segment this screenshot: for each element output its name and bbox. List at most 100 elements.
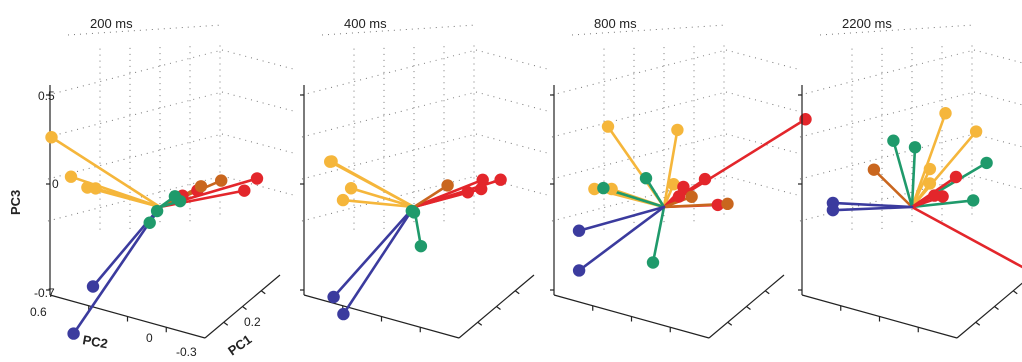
vector-endpoint-red <box>677 180 690 194</box>
vector-line-red <box>910 205 1022 269</box>
pc2-tick-label: 0.6 <box>30 305 47 319</box>
vector-endpoint-yellow <box>923 177 937 190</box>
tick-mark <box>223 321 229 326</box>
vector-endpoint-red <box>494 173 507 186</box>
vector-endpoint-green <box>639 172 653 185</box>
pc1-tick-label: -0.3 <box>176 345 197 359</box>
grid-line <box>725 91 802 113</box>
pc3-tick-label: -0.7 <box>34 286 55 300</box>
pc3-tick-label: 0.5 <box>38 89 55 103</box>
vector-line-red <box>158 189 246 209</box>
grid-line <box>47 49 223 96</box>
grid-line <box>973 133 1022 148</box>
vector-endpoint-green <box>967 194 980 207</box>
vector-endpoint-blue <box>327 290 340 304</box>
vector-line-red <box>412 191 470 209</box>
vector-endpoint-green <box>980 156 993 170</box>
tick-mark <box>260 290 266 295</box>
vector-endpoint-blue <box>67 327 80 340</box>
vector-endpoint-orange <box>867 163 881 176</box>
panel-title: 2200 ms <box>842 16 892 31</box>
axis-label-pc2: PC2 <box>81 332 109 351</box>
vector-line-yellow <box>328 160 416 209</box>
vector-endpoint-red <box>475 182 488 196</box>
grid-line <box>973 175 1022 190</box>
vector-line-blue <box>72 205 162 335</box>
tick-mark <box>1012 290 1018 295</box>
vector-endpoint-red <box>476 173 489 187</box>
vector-endpoint-orange <box>685 190 698 203</box>
vector-endpoint-red <box>799 113 812 126</box>
vector-endpoint-blue <box>86 280 100 293</box>
vector-line-yellow <box>94 187 162 209</box>
vector-line-blue <box>332 205 416 299</box>
vector-line-blue <box>342 205 416 316</box>
vector-endpoint-red <box>711 198 724 212</box>
vector-line-green <box>910 146 917 209</box>
grid-line <box>475 91 552 113</box>
grid-line <box>973 49 1022 64</box>
vector-endpoint-yellow <box>324 155 337 168</box>
vector-endpoint-yellow <box>89 182 102 195</box>
vector-line-blue <box>577 205 666 272</box>
tick-mark <box>242 306 247 310</box>
grid-line <box>221 91 298 113</box>
vector-line-orange <box>872 168 914 209</box>
tick-mark <box>514 290 520 295</box>
vector-endpoint-blue <box>337 307 350 321</box>
panel-3: 800 ms <box>550 16 812 339</box>
vector-line-yellow <box>341 198 416 209</box>
grid-line <box>221 49 298 71</box>
tick-mark <box>746 306 751 310</box>
vector-endpoint-green <box>597 181 610 195</box>
vector-endpoint-green <box>173 194 187 208</box>
vector-endpoint-red <box>250 172 264 185</box>
vector-endpoint-yellow <box>588 182 601 196</box>
vector-line-yellow <box>50 135 162 209</box>
vector-line-green <box>910 199 975 209</box>
vector-endpoint-green <box>407 206 421 219</box>
vector-endpoint-blue <box>572 264 586 277</box>
vector-endpoint-yellow <box>667 178 680 191</box>
axis-label-pc3: PC3 <box>8 190 23 215</box>
vector-endpoint-yellow <box>923 162 937 176</box>
tick-mark <box>975 321 981 326</box>
axis-label-pc1: PC1 <box>225 332 254 359</box>
tick-mark <box>477 321 483 326</box>
vector-line-yellow <box>910 167 932 209</box>
grid-line <box>551 91 727 138</box>
panel-2: 400 ms <box>300 16 552 339</box>
grid-line <box>551 49 727 96</box>
vector-line-green <box>651 205 666 264</box>
axis-pc1-line <box>956 282 1022 339</box>
vector-endpoint-yellow <box>601 120 615 133</box>
vector-endpoint-red <box>238 184 251 197</box>
vector-endpoint-yellow <box>64 170 78 183</box>
panel-4: 2200 ms <box>798 16 1022 339</box>
vector-line-green <box>892 139 914 209</box>
vector-line-blue <box>831 205 914 212</box>
grid-line <box>475 49 552 71</box>
pc2-tick-label: 0 <box>146 331 153 345</box>
vector-endpoint-yellow <box>344 182 358 195</box>
vector-endpoint-red <box>461 186 474 199</box>
grid-line <box>725 175 802 197</box>
panel-title: 800 ms <box>594 16 637 31</box>
vector-endpoint-red <box>928 189 941 202</box>
vector-endpoint-green <box>414 239 428 253</box>
vector-line-yellow <box>910 111 947 209</box>
vector-line-red <box>412 178 485 209</box>
grid-line <box>47 91 223 138</box>
vector-endpoint-orange <box>215 174 228 187</box>
vector-endpoint-green <box>150 204 164 218</box>
vector-endpoint-red <box>698 172 712 186</box>
tick-mark <box>496 306 501 310</box>
grid-line <box>799 49 975 96</box>
vector-endpoint-orange <box>721 197 734 211</box>
vector-endpoint-red <box>949 170 963 184</box>
panel-title: 400 ms <box>344 16 387 31</box>
grid-line <box>221 175 298 197</box>
tick-mark <box>994 306 999 310</box>
grid-line <box>475 133 552 155</box>
vector-endpoint-yellow <box>969 125 983 138</box>
